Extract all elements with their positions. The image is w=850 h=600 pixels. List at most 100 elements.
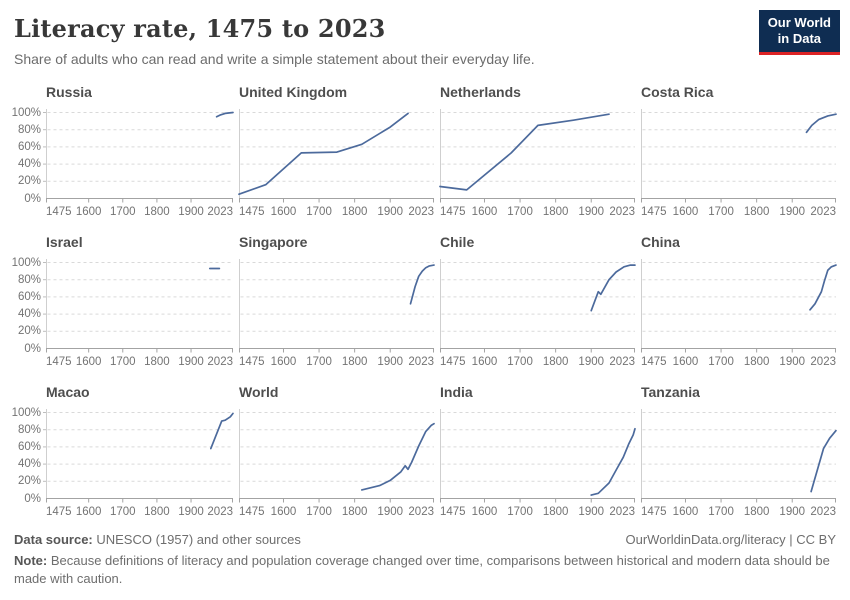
facet-singapore: Singapore 1475 1600 1700 1800 1900 2023: [239, 234, 435, 371]
owid-logo[interactable]: Our World in Data: [758, 10, 840, 55]
x-tick-label: 1600: [471, 356, 498, 368]
y-axis-labels: 0% 20% 40% 60% 80% 100%: [11, 405, 46, 505]
x-axis-labels: 1475 1600 1700 1800 1900 2023: [46, 506, 233, 521]
x-axis-labels: 1475 1600 1700 1800 1900 2023: [440, 506, 635, 521]
facet-title: Israel: [46, 234, 83, 250]
x-tick-label: 1600: [471, 506, 498, 518]
x-tick-label: 1900: [377, 206, 404, 218]
x-tick-label: 2023: [609, 356, 635, 368]
x-tick-label: 1475: [440, 206, 466, 218]
x-tick-label: 1475: [641, 506, 667, 518]
x-tick-label: 1700: [507, 506, 533, 518]
facet-title: United Kingdom: [239, 84, 348, 100]
x-tick-label: 1600: [75, 506, 102, 518]
line-chart: [440, 259, 636, 353]
y-tick-label: 80%: [17, 273, 41, 286]
x-tick-label: 1800: [542, 356, 569, 368]
x-tick-label: 2023: [609, 506, 635, 518]
x-tick-label: 1700: [109, 506, 136, 518]
x-tick-label: 2023: [408, 356, 434, 368]
y-tick-label: 60%: [17, 290, 41, 303]
owid-logo-line1: Our World: [767, 15, 831, 30]
x-tick-label: 1800: [341, 356, 368, 368]
facet-israel: Israel 0% 20% 40% 60% 80% 100% 1475 1600 1700 1800…: [11, 234, 233, 371]
line-chart: [43, 409, 234, 503]
x-axis-labels: 1475 1600 1700 1800 1900 2023: [239, 206, 434, 221]
x-tick-label: 1700: [708, 206, 734, 218]
x-axis-labels: 1475 1600 1700 1800 1900 2023: [440, 206, 635, 221]
x-tick-label: 1900: [178, 206, 204, 218]
x-tick-label: 1600: [672, 356, 699, 368]
facet-title: Costa Rica: [641, 84, 714, 100]
line-chart: [641, 259, 837, 353]
x-tick-label: 1475: [46, 506, 72, 518]
facet-china: China 1475 1600 1700 1800 1900 2023: [641, 234, 837, 371]
line-chart: [239, 259, 435, 353]
x-tick-label: 1800: [542, 506, 569, 518]
literacy-line: [360, 422, 435, 491]
x-tick-label: 1900: [779, 206, 806, 218]
facet-united-kingdom: United Kingdom 1475 1600 1700 1800 1900 2023: [238, 84, 434, 221]
y-tick-label: 0%: [24, 492, 41, 505]
y-tick-label: 40%: [17, 308, 41, 321]
y-tick-label: 20%: [17, 175, 41, 188]
x-tick-label: 1475: [440, 356, 466, 368]
x-tick-label: 1800: [144, 506, 170, 518]
x-tick-label: 1600: [270, 356, 297, 368]
x-tick-label: 1700: [708, 506, 734, 518]
y-tick-label: 100%: [11, 256, 41, 269]
footer-note-text: Because definitions of literacy and popu…: [14, 553, 830, 587]
x-tick-label: 1800: [743, 356, 770, 368]
x-tick-label: 2023: [810, 206, 836, 218]
literacy-line: [810, 429, 837, 493]
x-tick-label: 1475: [440, 506, 466, 518]
attribution-link[interactable]: OurWorldinData.org/literacy | CC BY: [625, 532, 836, 547]
x-tick-label: 1475: [641, 356, 667, 368]
literacy-line: [238, 112, 409, 196]
y-tick-label: 20%: [17, 475, 41, 488]
literacy-line: [215, 111, 234, 118]
y-tick-label: 40%: [17, 458, 41, 471]
line-chart: [440, 409, 636, 503]
x-tick-label: 2023: [207, 506, 233, 518]
x-tick-label: 1475: [641, 206, 667, 218]
data-source: Data source: UNESCO (1957) and other sou…: [14, 531, 301, 549]
x-tick-label: 1700: [109, 206, 136, 218]
facet-chile: Chile 1475 1600 1700 1800 1900 2023: [440, 234, 636, 371]
line-chart: [43, 109, 234, 203]
x-tick-label: 1800: [341, 206, 368, 218]
y-tick-label: 100%: [11, 406, 41, 419]
literacy-line: [409, 264, 435, 305]
literacy-line: [805, 113, 837, 134]
x-tick-label: 2023: [207, 356, 233, 368]
x-tick-label: 1700: [109, 356, 136, 368]
facet-title: Chile: [440, 234, 475, 250]
x-axis-labels: 1475 1600 1700 1800 1900 2023: [641, 506, 836, 521]
x-tick-label: 1800: [341, 506, 368, 518]
x-axis-labels: 1475 1600 1700 1800 1900 2023: [440, 356, 635, 371]
x-tick-label: 1900: [779, 356, 806, 368]
x-tick-label: 1900: [377, 356, 404, 368]
facet-title: Russia: [46, 84, 92, 100]
line-chart: [641, 409, 837, 503]
data-source-text: UNESCO (1957) and other sources: [92, 532, 301, 547]
facet-india: India 1475 1600 1700 1800 1900 2023: [440, 384, 636, 521]
x-tick-label: 2023: [408, 206, 434, 218]
x-tick-label: 1600: [672, 206, 699, 218]
facet-world: World 1475 1600 1700 1800 1900 2023: [239, 384, 435, 521]
x-tick-label: 1700: [708, 356, 734, 368]
x-tick-label: 1900: [178, 506, 204, 518]
y-tick-label: 60%: [17, 140, 41, 153]
facet-costa-rica: Costa Rica 1475 1600 1700 1800 1900 2023: [641, 84, 837, 221]
y-tick-label: 80%: [17, 123, 41, 136]
x-tick-label: 2023: [408, 506, 434, 518]
x-tick-label: 1475: [239, 506, 265, 518]
data-source-label: Data source:: [14, 532, 93, 547]
facet-title: Netherlands: [440, 84, 521, 100]
facet-title: World: [239, 384, 279, 400]
footer-note-label: Note:: [14, 553, 48, 569]
x-tick-label: 2023: [810, 356, 836, 368]
facet-title: China: [641, 234, 680, 250]
x-tick-label: 1700: [306, 356, 332, 368]
facet-title: Macao: [46, 384, 90, 400]
